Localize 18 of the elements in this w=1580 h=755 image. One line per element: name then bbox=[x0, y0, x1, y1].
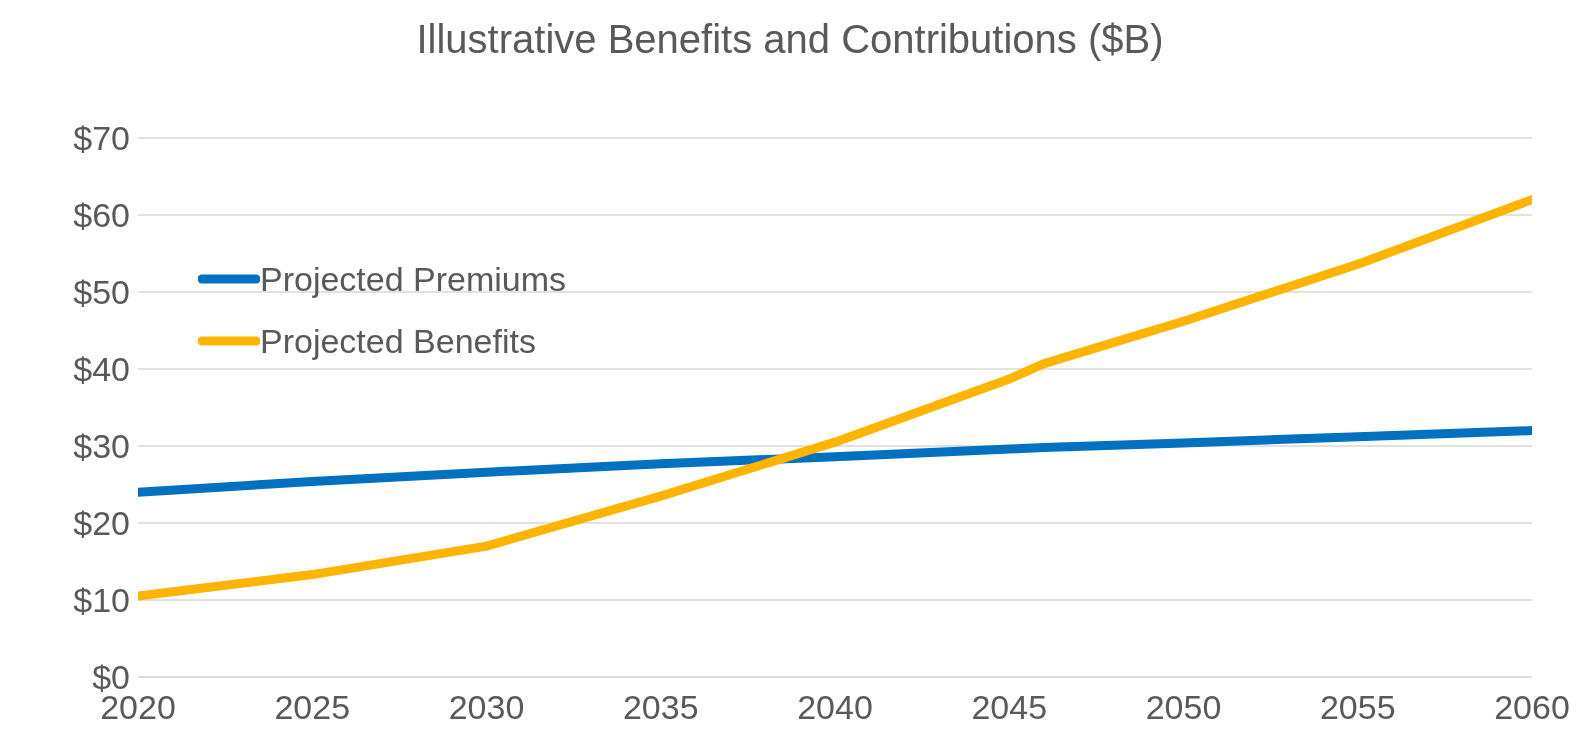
x-tick-label: 2045 bbox=[971, 688, 1048, 727]
x-tick-label: 2035 bbox=[622, 688, 699, 727]
x-tick-label: 2040 bbox=[797, 688, 873, 727]
y-tick-label: $40 bbox=[73, 350, 130, 389]
legend-label: Projected Premiums bbox=[260, 259, 567, 299]
y-tick-label: $70 bbox=[73, 119, 130, 158]
x-tick-label: 2030 bbox=[448, 688, 525, 727]
y-tick-label: $60 bbox=[73, 196, 130, 235]
y-tick-label: $30 bbox=[73, 427, 130, 466]
x-tick-label: 2060 bbox=[1494, 688, 1570, 727]
x-tick-label: 2055 bbox=[1319, 688, 1396, 727]
chart-title: Illustrative Benefits and Contributions ($B) bbox=[415, 16, 1165, 63]
x-tick-label: 2025 bbox=[274, 688, 351, 727]
y-tick-label: $10 bbox=[73, 581, 130, 620]
y-tick-label: $20 bbox=[73, 504, 130, 543]
x-tick-label: 2050 bbox=[1145, 688, 1222, 727]
y-tick-label: $50 bbox=[73, 273, 130, 312]
legend-label: Projected Benefits bbox=[260, 321, 536, 361]
